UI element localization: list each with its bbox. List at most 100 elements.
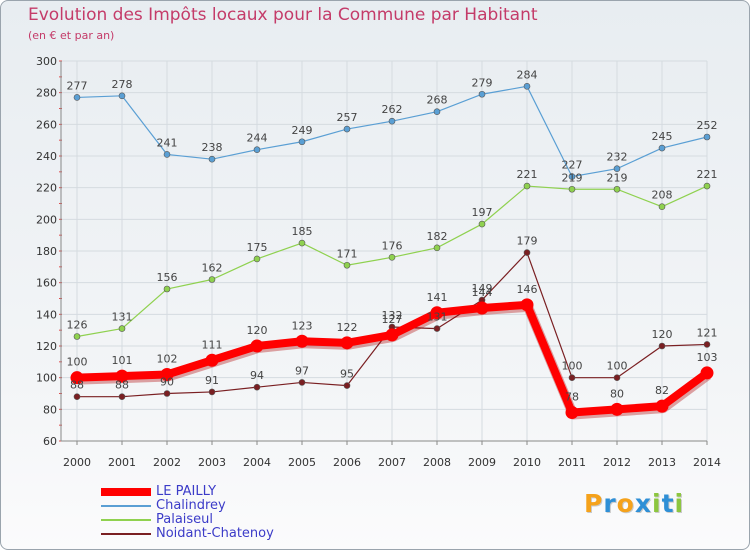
data-label: 146 xyxy=(517,283,538,296)
data-labels: 277 278 241 238 244 249 257 262 268 279 284 227 232 2… xyxy=(67,68,718,403)
series-point xyxy=(340,336,354,350)
series-point xyxy=(613,165,621,172)
data-label: 131 xyxy=(112,311,133,324)
data-label: 156 xyxy=(157,271,178,284)
series-point xyxy=(613,374,621,381)
y-tick-label: 120 xyxy=(36,340,57,353)
data-label: 277 xyxy=(67,79,88,92)
data-label: 208 xyxy=(652,189,673,202)
series-point xyxy=(388,117,396,125)
data-label: 149 xyxy=(472,282,493,295)
x-tick-label: 2013 xyxy=(648,456,676,469)
axes: 60 80 100 120 140 160 180 200 220 240 260 280 300 200… xyxy=(36,55,721,469)
series-point xyxy=(343,125,351,133)
series-point xyxy=(298,379,306,386)
legend-label: Chalindrey xyxy=(156,498,226,513)
logo-letter: o xyxy=(616,489,635,518)
data-label: 262 xyxy=(382,103,403,116)
logo-letter: r xyxy=(603,489,617,518)
series-point xyxy=(343,261,351,269)
series-point xyxy=(295,334,309,348)
series-point xyxy=(205,353,219,367)
data-label: 102 xyxy=(157,353,178,366)
data-label: 284 xyxy=(517,68,538,81)
series-point xyxy=(658,203,666,210)
series-palaiseul xyxy=(73,182,711,340)
x-tick-label: 2001 xyxy=(108,456,136,469)
series-noidant-chatenoy xyxy=(73,249,711,400)
data-label: 227 xyxy=(562,159,583,172)
series-point xyxy=(568,173,576,180)
data-label: 100 xyxy=(67,356,88,369)
x-tick-label: 2000 xyxy=(63,456,91,469)
data-label: 244 xyxy=(247,132,268,145)
data-label: 91 xyxy=(205,374,219,387)
data-label: 88 xyxy=(115,379,129,392)
y-tick-label: 300 xyxy=(36,55,57,68)
x-tick-label: 2010 xyxy=(513,456,541,469)
data-label: 80 xyxy=(610,387,624,400)
data-label: 121 xyxy=(697,326,718,339)
y-tick-label: 200 xyxy=(36,213,57,226)
legend-swatch xyxy=(101,488,151,496)
data-label: 175 xyxy=(247,241,268,254)
series-point xyxy=(433,244,441,252)
logo-letter: i xyxy=(674,489,685,518)
data-label: 219 xyxy=(562,171,583,184)
data-label: 78 xyxy=(565,391,579,404)
series-point xyxy=(430,306,444,320)
chart-subtitle: (en € et par an) xyxy=(28,29,115,42)
data-label: 132 xyxy=(382,309,403,322)
data-label: 238 xyxy=(202,141,223,154)
data-label: 122 xyxy=(337,321,358,334)
series-point xyxy=(73,393,81,400)
series-point xyxy=(115,369,129,383)
series-point xyxy=(208,155,216,163)
data-label: 241 xyxy=(157,136,178,149)
series-point xyxy=(343,382,351,389)
data-label: 82 xyxy=(655,384,669,397)
data-label: 257 xyxy=(337,111,358,124)
data-label: 232 xyxy=(607,151,628,164)
series-point xyxy=(610,402,624,416)
chart-title: Evolution des Impôts locaux pour la Comm… xyxy=(28,5,538,25)
series-point xyxy=(163,285,171,293)
series-point xyxy=(70,371,84,385)
data-label: 127 xyxy=(382,313,403,326)
series-point xyxy=(478,90,486,98)
y-tick-label: 180 xyxy=(36,245,57,258)
data-label: 185 xyxy=(292,225,313,238)
data-label: 252 xyxy=(697,119,718,132)
data-label: 126 xyxy=(67,319,88,332)
series-point xyxy=(520,298,534,312)
y-tick-label: 60 xyxy=(43,435,57,448)
data-label: 162 xyxy=(202,262,223,275)
series-point xyxy=(208,276,216,283)
series-point xyxy=(160,368,174,381)
data-label: 103 xyxy=(697,351,718,364)
series-point xyxy=(385,328,399,342)
series-point xyxy=(568,185,576,193)
logo-letter: t xyxy=(661,489,675,518)
data-label: 141 xyxy=(427,291,448,304)
series-point xyxy=(655,399,669,413)
data-label: 123 xyxy=(292,319,313,332)
data-label: 131 xyxy=(427,311,448,324)
y-tick-label: 80 xyxy=(43,403,57,416)
series-point xyxy=(565,406,579,419)
series-point xyxy=(118,325,126,332)
logo-letter: x xyxy=(634,489,652,518)
series-point xyxy=(475,301,489,315)
series-point xyxy=(118,92,126,100)
series-point xyxy=(250,339,264,353)
x-tick-label: 2011 xyxy=(558,456,586,469)
legend-label: LE PAILLY xyxy=(156,484,217,499)
series-layer xyxy=(70,83,714,420)
series-point xyxy=(703,133,711,141)
data-label: 182 xyxy=(427,230,448,243)
x-tick-label: 2007 xyxy=(378,456,406,469)
series-point xyxy=(658,342,666,350)
series-point xyxy=(433,325,441,332)
